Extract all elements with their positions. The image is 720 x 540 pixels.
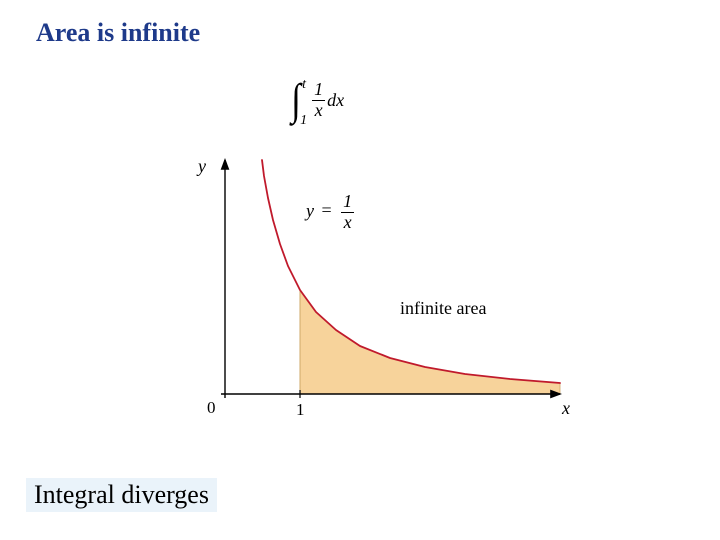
eq-lhs: y	[306, 200, 314, 220]
graph-plot	[0, 0, 720, 540]
y-axis-label: y	[198, 156, 206, 177]
caption: Integral diverges	[26, 478, 217, 512]
eq-denominator: x	[341, 213, 354, 233]
area-label: infinite area	[400, 298, 486, 319]
curve-equation: y = 1 x	[306, 192, 356, 233]
origin-label: 0	[207, 398, 216, 418]
x-axis-label: x	[562, 398, 570, 419]
eq-fraction: 1 x	[341, 192, 354, 233]
x-tick-1-label: 1	[296, 400, 305, 420]
eq-numerator: 1	[341, 192, 354, 213]
caption-text: Integral diverges	[34, 480, 209, 509]
eq-equals: =	[319, 200, 335, 220]
